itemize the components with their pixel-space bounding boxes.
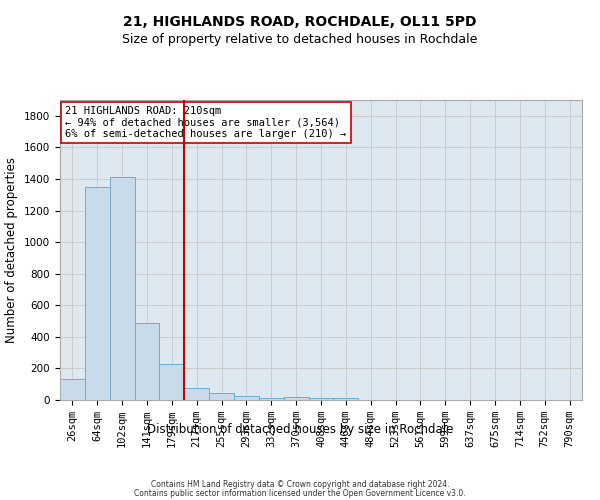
Bar <box>160 364 184 400</box>
Text: Size of property relative to detached houses in Rochdale: Size of property relative to detached ho… <box>122 32 478 46</box>
Bar <box>184 388 209 400</box>
Bar <box>209 393 234 400</box>
Text: 21, HIGHLANDS ROAD, ROCHDALE, OL11 5PD: 21, HIGHLANDS ROAD, ROCHDALE, OL11 5PD <box>123 15 477 29</box>
Bar <box>60 380 85 400</box>
Bar <box>110 178 134 400</box>
Y-axis label: Number of detached properties: Number of detached properties <box>5 157 19 343</box>
Text: Contains HM Land Registry data © Crown copyright and database right 2024.: Contains HM Land Registry data © Crown c… <box>151 480 449 489</box>
Text: Contains public sector information licensed under the Open Government Licence v3: Contains public sector information licen… <box>134 489 466 498</box>
Bar <box>259 398 284 400</box>
Bar <box>85 187 110 400</box>
Bar <box>234 396 259 400</box>
Text: Distribution of detached houses by size in Rochdale: Distribution of detached houses by size … <box>147 422 453 436</box>
Bar <box>334 398 358 400</box>
Bar <box>134 322 160 400</box>
Bar <box>284 397 308 400</box>
Bar <box>308 398 334 400</box>
Text: 21 HIGHLANDS ROAD: 210sqm
← 94% of detached houses are smaller (3,564)
6% of sem: 21 HIGHLANDS ROAD: 210sqm ← 94% of detac… <box>65 106 346 139</box>
